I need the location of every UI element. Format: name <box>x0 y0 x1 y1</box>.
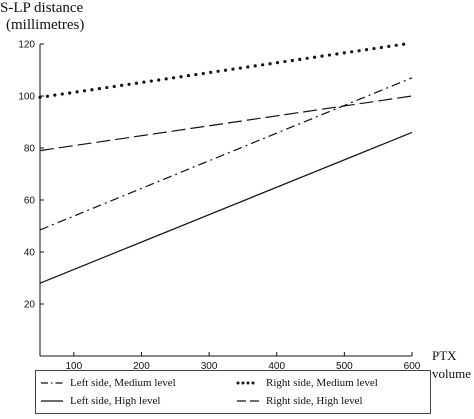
legend-label-left-medium: Left side, Medium level <box>70 377 176 389</box>
x-tick-label: 200 <box>133 361 150 372</box>
x-tick-label: 300 <box>201 361 218 372</box>
legend-label-right-high: Right side, High level <box>266 395 363 407</box>
legend-item-right-medium: Right side, Medium level <box>236 376 428 390</box>
y-tick-label: 120 <box>18 40 35 51</box>
y-axis-label-line1: S-LP distance <box>0 0 84 16</box>
legend-swatch-dotted <box>236 381 260 385</box>
series-line-solid <box>39 131 413 284</box>
x-tick-label: 400 <box>268 361 285 372</box>
legend-item-right-high: Right side, High level <box>236 394 428 408</box>
x-axis-label-line2: volume <box>432 366 471 381</box>
legend-item-left-medium: Left side, Medium level <box>40 376 230 390</box>
y-tick-label: 80 <box>24 144 36 155</box>
series-line-dashed <box>39 95 413 152</box>
legend: Left side, Medium level Right side, Medi… <box>35 370 431 414</box>
x-tick-label: 500 <box>336 361 353 372</box>
y-tick-label: 60 <box>24 196 36 207</box>
legend-item-left-high: Left side, High level <box>40 394 230 408</box>
y-tick-label: 100 <box>18 92 35 103</box>
legend-swatch-dashdot <box>41 382 63 384</box>
x-tick-label: 600 <box>404 361 421 372</box>
x-tick-label: 100 <box>65 361 82 372</box>
y-axis-label-line2: (millimetres) <box>6 17 85 33</box>
y-tick-label: 20 <box>24 300 36 311</box>
legend-swatch-dashed <box>237 400 259 402</box>
legend-label-right-medium: Right side, Medium level <box>266 377 378 389</box>
x-axis-label: PTX volume <box>432 347 471 383</box>
series-line-dashdot <box>39 77 413 231</box>
x-axis-label-line1: PTX <box>432 348 457 363</box>
legend-swatch-solid <box>41 400 63 402</box>
y-axis-label: S-LP distance (millimetres) <box>0 0 84 34</box>
legend-label-left-high: Left side, High level <box>70 395 161 407</box>
y-tick-label: 40 <box>24 248 36 259</box>
series-line-dotted <box>38 42 407 99</box>
